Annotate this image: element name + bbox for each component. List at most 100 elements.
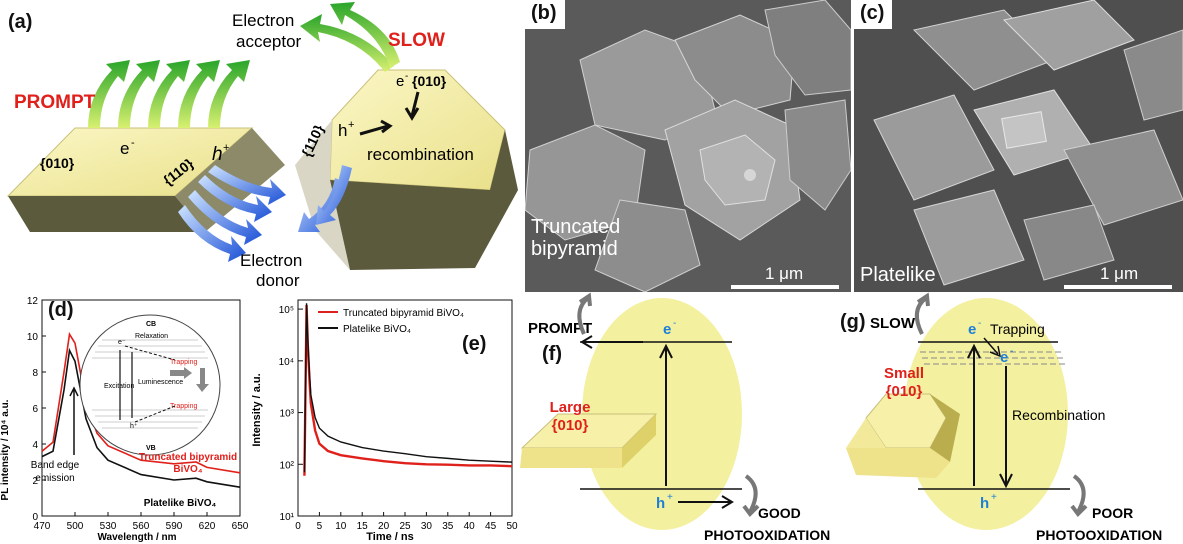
panel-f-e: e bbox=[663, 321, 671, 338]
panel-e-ylabel: Intensity / a.u. bbox=[251, 373, 263, 446]
panel-d-series-line-1 bbox=[41, 347, 241, 488]
panel-g-e-trap: e bbox=[1000, 349, 1008, 366]
panel-g-e-top: e bbox=[968, 321, 976, 338]
panel-e-ytick-label: 10¹ bbox=[280, 512, 295, 523]
recombination-label-a: recombination bbox=[367, 145, 474, 164]
panel-b-caption-1: Truncated bbox=[531, 216, 621, 238]
panel-e-ytick-label: 10³ bbox=[280, 409, 295, 420]
panel-d-axes: 470 500 530 560 590 620 650 0 2 4 6 8 10 12 bbox=[27, 296, 249, 532]
panel-g-label: (g) bbox=[840, 311, 866, 333]
inset-relaxation: Relaxation bbox=[135, 333, 168, 340]
panel-f: PROMPT e - h + GOOD PHOTOOXIDATION Large… bbox=[520, 292, 830, 543]
legend-red: Truncated bipyramid BiVO₄ bbox=[343, 308, 464, 319]
panel-d-label: (d) bbox=[48, 299, 74, 321]
panel-d-xlabel: Wavelength / nm bbox=[97, 532, 176, 543]
panel-e-axes: 0 5 10 15 20 25 30 35 40 45 50 10¹ 10² 10³ 10⁴ 10⁵ bbox=[279, 299, 518, 532]
panel-d-xtick-label: 650 bbox=[232, 521, 249, 532]
inset-luminescence: Luminescence bbox=[138, 379, 183, 386]
panel-g-trapping: Trapping bbox=[990, 321, 1045, 337]
inset-e: e⁻ bbox=[118, 339, 126, 346]
panel-d-xtick-label: 620 bbox=[199, 521, 216, 532]
panel-f-prompt: PROMPT bbox=[528, 320, 592, 337]
panel-e-legend: Truncated bipyramid BiVO₄ Platelike BiVO… bbox=[318, 308, 464, 335]
facet-010-right: {010} bbox=[412, 73, 447, 89]
svg-text:-: - bbox=[131, 137, 135, 149]
panel-c-scale-label: 1 μm bbox=[1100, 264, 1139, 283]
panel-a: (a) PROMPT e - {010} {110} h + Elect bbox=[6, 2, 518, 290]
panel-g: (g) SLOW e - Trapping e - Recombination … bbox=[840, 292, 1162, 543]
panel-e-ytick-label: 10² bbox=[280, 460, 295, 471]
panel-f-large-1: Large bbox=[550, 399, 591, 416]
panel-d-ytick-label: 10 bbox=[27, 332, 39, 343]
panel-e-xtick-label: 30 bbox=[421, 521, 433, 532]
inset-trapping-top: Trapping bbox=[170, 359, 197, 366]
inset-h: h⁺ bbox=[130, 423, 138, 430]
band-edge-1: Band edge bbox=[31, 460, 80, 471]
panel-d-series bbox=[41, 331, 241, 488]
panel-d-xtick-label: 590 bbox=[166, 521, 183, 532]
e-label-right: e bbox=[396, 73, 404, 90]
panel-d-xtick-label: 560 bbox=[133, 521, 150, 532]
series-red-label-1: Truncated bipyramid bbox=[139, 452, 237, 463]
panel-d-ytick-label: 4 bbox=[32, 440, 38, 451]
small-010-crystal bbox=[846, 393, 960, 478]
panel-d-xtick-label: 500 bbox=[67, 521, 84, 532]
panel-e-series-line-1 bbox=[303, 303, 513, 473]
truncated-bipyramid-particles bbox=[525, 0, 851, 292]
bipyramid-crystal bbox=[295, 69, 518, 270]
panel-e-series bbox=[303, 303, 513, 476]
panel-b-label: (b) bbox=[525, 0, 565, 29]
panel-e-xtick-label: 0 bbox=[295, 521, 301, 532]
panel-e-xtick-label: 5 bbox=[317, 521, 323, 532]
panel-d-inset: CB VB Relaxation Trapping Trapping Excit… bbox=[79, 314, 221, 456]
blue-arrows-left bbox=[178, 165, 286, 262]
legend-black: Platelike BiVO₄ bbox=[343, 324, 411, 335]
panel-e-ytick-label: 10⁴ bbox=[279, 357, 294, 368]
blue-arrows-right bbox=[298, 165, 352, 232]
panel-f-good-2: PHOTOOXIDATION bbox=[704, 527, 830, 543]
inset-excitation: Excitation bbox=[104, 383, 134, 390]
electron-donor-1: Electron bbox=[240, 251, 302, 270]
panel-d-ytick-label: 6 bbox=[32, 404, 38, 415]
electron-acceptor-1: Electron bbox=[232, 11, 294, 30]
panel-g-h: h bbox=[980, 495, 989, 512]
panel-e-xtick-label: 25 bbox=[399, 521, 411, 532]
slow-label-a: SLOW bbox=[388, 30, 445, 51]
svg-text:-: - bbox=[405, 71, 408, 82]
svg-text:-: - bbox=[673, 318, 676, 329]
inset-cb: CB bbox=[146, 321, 156, 328]
platelike-particles bbox=[854, 0, 1183, 292]
panel-c-label: (c) bbox=[854, 0, 893, 29]
panel-f-label: (f) bbox=[542, 343, 562, 365]
series-black-label: Platelike BiVO₄ bbox=[144, 498, 217, 509]
panel-d-xtick-label: 470 bbox=[34, 521, 51, 532]
panel-d-ytick-label: 0 bbox=[32, 512, 38, 523]
panel-b-caption-2: bipyramid bbox=[531, 238, 618, 260]
green-arrows-left bbox=[88, 60, 250, 128]
prompt-label-a: PROMPT bbox=[14, 92, 96, 113]
svg-text:+: + bbox=[348, 119, 354, 131]
panel-d-chart: 470 500 530 560 590 620 650 0 2 4 6 8 10 12 (d) PL in… bbox=[0, 296, 249, 543]
panel-e-xtick-label: 20 bbox=[378, 521, 390, 532]
large-010-crystal bbox=[520, 413, 658, 468]
panel-e-xtick-label: 40 bbox=[464, 521, 476, 532]
panel-b-sem-image: (b) Truncated bipyramid 1 μm bbox=[525, 0, 851, 292]
panel-e-ytick-label: 10⁵ bbox=[279, 305, 294, 316]
panel-g-small-2: {010} bbox=[886, 383, 923, 400]
platelike-crystal bbox=[6, 127, 285, 232]
facet-010-left: {010} bbox=[40, 155, 75, 171]
panel-e-label: (e) bbox=[462, 333, 486, 355]
panel-d-ytick-label: 12 bbox=[27, 296, 39, 307]
e-label-left: e bbox=[120, 139, 129, 158]
panel-g-ellipse bbox=[904, 298, 1068, 530]
panel-c-caption: Platelike bbox=[860, 264, 936, 286]
panel-e-chart: 0 5 10 15 20 25 30 35 40 45 50 10¹ 10² 10³ 10⁴ 10⁵ Inte… bbox=[251, 299, 518, 543]
panel-d-ytick-label: 8 bbox=[32, 368, 38, 379]
panel-g-poor-1: POOR bbox=[1092, 505, 1133, 521]
panel-d-xtick-label: 530 bbox=[100, 521, 117, 532]
panel-e-xtick-label: 45 bbox=[485, 521, 497, 532]
band-edge-2: emission bbox=[35, 473, 74, 484]
panel-g-poor-2: PHOTOOXIDATION bbox=[1036, 527, 1162, 543]
panel-d-series-line-0 bbox=[41, 331, 241, 474]
panel-f-ellipse bbox=[582, 298, 742, 530]
